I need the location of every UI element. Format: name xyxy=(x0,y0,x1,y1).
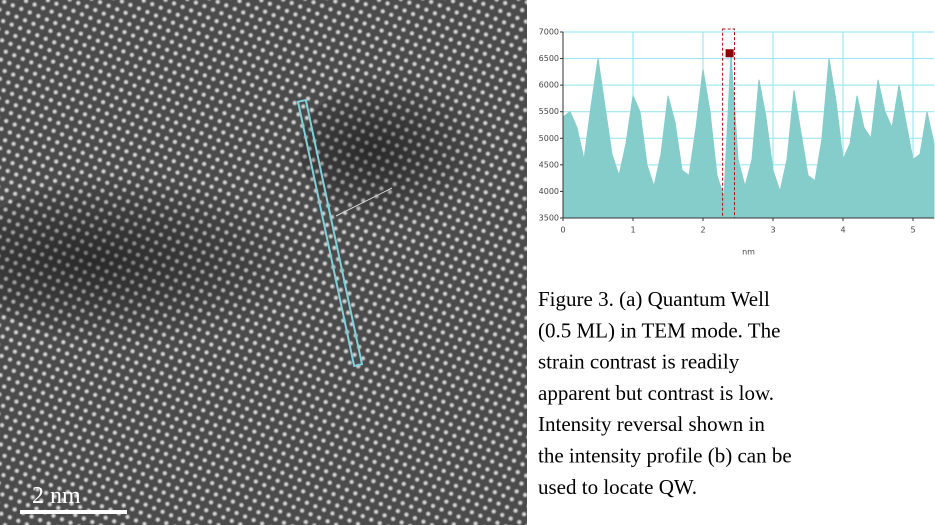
x-axis-label: nm xyxy=(742,248,755,257)
y-tick-label: 7000 xyxy=(539,28,559,37)
caption-line: Figure 3. (a) Quantum Well xyxy=(538,287,770,311)
y-tick-label: 5500 xyxy=(539,107,559,116)
y-tick-label: 3500 xyxy=(539,214,559,223)
x-tick-label: 4 xyxy=(840,226,845,235)
y-tick-label: 4000 xyxy=(539,187,559,196)
highlight-marker xyxy=(725,49,734,58)
tem-image: 2 nm xyxy=(0,0,540,525)
caption-line: Intensity reversal shown in xyxy=(538,412,765,436)
x-tick-label: 1 xyxy=(630,226,635,235)
x-tick-label: 0 xyxy=(560,226,565,235)
y-tick-label: 6500 xyxy=(539,54,559,63)
caption: Figure 3. (a) Quantum Well (0.5 ML) in TE… xyxy=(538,287,792,499)
x-tick-label: 2 xyxy=(700,226,705,235)
caption-line: used to locate QW. xyxy=(538,475,697,499)
profile-area xyxy=(562,53,935,219)
caption-line: the intensity profile (b) can be xyxy=(538,444,792,468)
caption-line: (0.5 ML) in TEM mode. The xyxy=(538,318,780,342)
y-tick-label: 5000 xyxy=(539,134,559,143)
y-tick-label: 4500 xyxy=(539,160,559,169)
x-tick-label: 3 xyxy=(770,226,775,235)
caption-line: strain contrast is readily xyxy=(538,350,740,374)
x-tick-label: 5 xyxy=(910,226,915,235)
profile-chart: 3500 4000 4500 5000 5500 6000 6500 7000 0 1 2 3 4 5 nm xyxy=(539,28,935,257)
y-tick-label: 6000 xyxy=(539,81,559,90)
caption-line: apparent but contrast is low. xyxy=(538,381,774,405)
scale-bar-label: 2 nm xyxy=(32,483,81,509)
